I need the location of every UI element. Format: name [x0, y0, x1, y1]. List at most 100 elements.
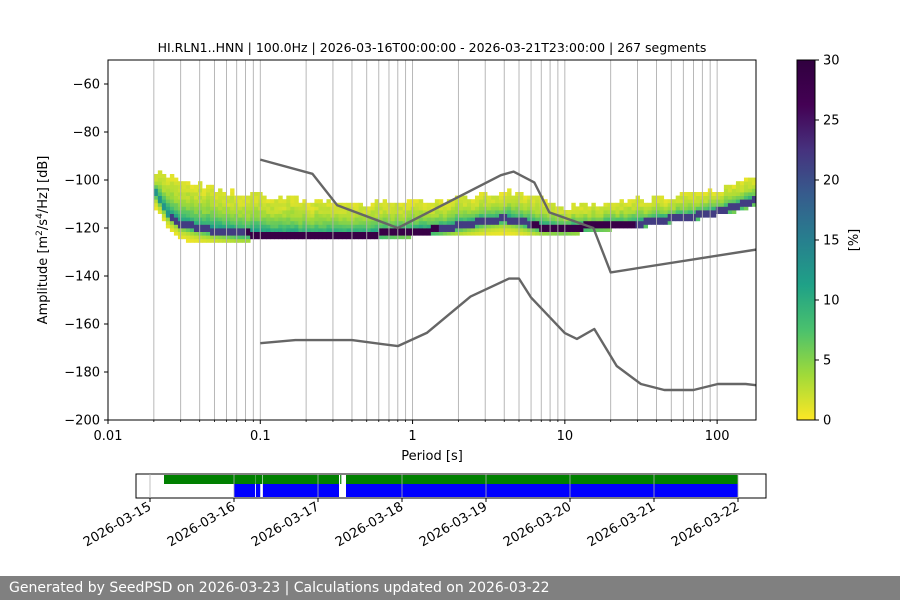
- heatmap-cell: [270, 231, 275, 236]
- y-tick-label: −140: [64, 270, 100, 285]
- heatmap-cell: [567, 228, 572, 232]
- heatmap-cell: [398, 220, 404, 225]
- heatmap-cell: [173, 181, 179, 186]
- heatmap-cell: [238, 195, 243, 200]
- heatmap-cell: [254, 220, 259, 225]
- heatmap-cell: [458, 224, 464, 229]
- heatmap-cell: [567, 224, 572, 229]
- heatmap-cell: [278, 195, 283, 200]
- heatmap-cell: [659, 210, 665, 214]
- heatmap-cell: [222, 195, 227, 200]
- grid-lines: [108, 60, 718, 420]
- psd-heatmap: [153, 170, 756, 243]
- heatmap-cell: [454, 228, 460, 232]
- heatmap-cell: [406, 206, 412, 211]
- heatmap-cell: [390, 202, 396, 207]
- heatmap-cell: [390, 206, 396, 211]
- heatmap-cell: [631, 210, 636, 214]
- heatmap-cell: [346, 202, 351, 207]
- heatmap-cell: [286, 220, 291, 225]
- heatmap-cell: [747, 181, 753, 186]
- heatmap-cell: [567, 210, 572, 214]
- heatmap-cell: [342, 213, 347, 218]
- heatmap-cell: [374, 228, 380, 232]
- timeline-tick-label: 2026-03-20: [501, 499, 574, 550]
- heatmap-cell: [250, 220, 255, 225]
- heatmap-cell: [346, 217, 351, 222]
- heatmap-cell: [551, 213, 556, 218]
- heatmap-cell: [643, 224, 649, 229]
- heatmap-cell: [153, 192, 159, 196]
- heatmap-cell: [531, 228, 536, 232]
- heatmap-cell: [153, 184, 159, 189]
- timeline-green-span: [346, 475, 738, 484]
- heatmap-cell: [687, 206, 693, 211]
- heatmap-cell: [523, 195, 528, 200]
- heatmap-cell: [354, 213, 359, 218]
- heatmap-cell: [535, 199, 540, 204]
- heatmap-cell: [294, 228, 299, 232]
- heatmap-cell: [426, 228, 432, 232]
- heatmap-cell: [418, 220, 424, 225]
- heatmap-cell: [615, 217, 620, 222]
- heatmap-cell: [527, 217, 532, 222]
- heatmap-cell: [206, 213, 211, 218]
- heatmap-cell: [659, 206, 665, 211]
- heatmap-cell: [185, 181, 191, 186]
- heatmap-cell: [422, 224, 428, 229]
- heatmap-cell: [446, 210, 452, 214]
- heatmap-cell: [631, 202, 636, 207]
- heatmap-cell: [571, 217, 576, 222]
- heatmap-cell: [202, 195, 207, 200]
- heatmap-cell: [402, 231, 408, 236]
- heatmap-cell: [743, 184, 749, 189]
- heatmap-cell: [703, 195, 709, 200]
- heatmap-cell: [414, 213, 420, 218]
- heatmap-cell: [210, 195, 215, 200]
- heatmap-cell: [727, 202, 733, 207]
- heatmap-cell: [418, 217, 424, 222]
- timeline-tick-label: 2026-03-16: [165, 499, 238, 550]
- heatmap-cell: [238, 217, 243, 222]
- heatmap-cell: [543, 213, 548, 218]
- heatmap-cell: [274, 235, 279, 240]
- heatmap-cell: [350, 217, 355, 222]
- heatmap-cell: [639, 199, 644, 204]
- heatmap-cell: [206, 220, 211, 225]
- heatmap-cell: [230, 188, 235, 193]
- heatmap-cell: [751, 184, 756, 189]
- heatmap-cell: [491, 224, 496, 229]
- heatmap-cell: [430, 210, 436, 214]
- timeline-green-span: [255, 475, 262, 484]
- heatmap-cell: [334, 206, 339, 211]
- heatmap-cell: [607, 217, 612, 222]
- heatmap-cell: [551, 228, 556, 232]
- heatmap-cell: [157, 177, 163, 182]
- heatmap-cell: [169, 184, 175, 189]
- heatmap-cell: [563, 210, 568, 214]
- heatmap-cell: [274, 220, 279, 225]
- heatmap-cell: [169, 181, 175, 186]
- heatmap-cell: [739, 184, 745, 189]
- heatmap-cell: [535, 220, 540, 225]
- heatmap-cell: [250, 210, 255, 214]
- heatmap-cell: [406, 235, 412, 240]
- heatmap-cell: [559, 224, 564, 229]
- heatmap-cell: [173, 228, 179, 232]
- colorbar-tick-label: 15: [823, 234, 840, 249]
- heatmap-cell: [286, 235, 291, 240]
- heatmap-cell: [695, 192, 701, 196]
- heatmap-cell: [551, 202, 556, 207]
- heatmap-cell: [354, 235, 359, 240]
- heatmap-cell: [487, 224, 492, 229]
- heatmap-cell: [479, 220, 484, 225]
- heatmap-cell: [406, 213, 412, 218]
- heatmap-cell: [226, 220, 231, 225]
- heatmap-cell: [519, 213, 524, 218]
- heatmap-cell: [559, 220, 564, 225]
- heatmap-cell: [579, 206, 584, 211]
- heatmap-cell: [169, 199, 175, 204]
- heatmap-cell: [342, 235, 347, 240]
- heatmap-cell: [587, 220, 592, 225]
- heatmap-cell: [507, 199, 512, 204]
